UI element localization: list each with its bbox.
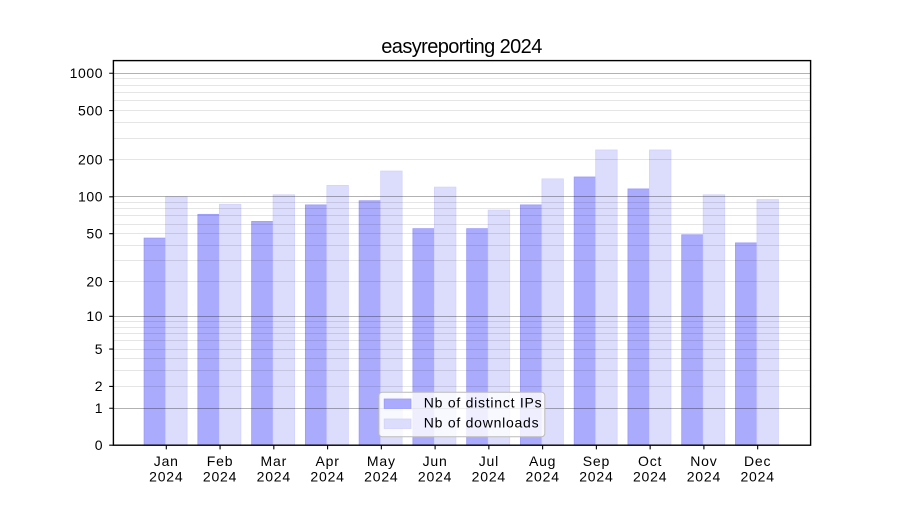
svg-text:200: 200: [78, 152, 103, 168]
svg-text:Feb: Feb: [207, 453, 234, 469]
svg-text:Jun: Jun: [423, 453, 448, 469]
svg-text:May: May: [367, 453, 396, 469]
svg-text:2024: 2024: [310, 469, 344, 485]
svg-text:2024: 2024: [418, 469, 452, 485]
svg-text:1000: 1000: [70, 65, 104, 81]
svg-text:5: 5: [95, 341, 103, 357]
svg-text:2024: 2024: [633, 469, 667, 485]
svg-text:Dec: Dec: [744, 453, 771, 469]
svg-text:10: 10: [86, 308, 103, 324]
svg-text:Nb of downloads: Nb of downloads: [424, 415, 540, 431]
svg-text:2024: 2024: [472, 469, 506, 485]
svg-text:20: 20: [86, 273, 103, 289]
svg-text:2024: 2024: [364, 469, 398, 485]
svg-text:Nov: Nov: [690, 453, 717, 469]
svg-text:Aug: Aug: [529, 453, 556, 469]
svg-text:50: 50: [86, 225, 103, 241]
svg-text:500: 500: [78, 102, 103, 118]
svg-text:2024: 2024: [257, 469, 291, 485]
svg-text:100: 100: [78, 189, 103, 205]
svg-text:1: 1: [95, 400, 103, 416]
svg-text:Sep: Sep: [583, 453, 610, 469]
svg-text:Jan: Jan: [154, 453, 179, 469]
svg-text:2024: 2024: [149, 469, 183, 485]
svg-text:2024: 2024: [525, 469, 559, 485]
svg-text:Jul: Jul: [479, 453, 499, 469]
svg-text:0: 0: [95, 437, 103, 453]
svg-text:2024: 2024: [687, 469, 721, 485]
svg-text:2024: 2024: [579, 469, 613, 485]
svg-text:2: 2: [95, 378, 103, 394]
svg-text:easyreporting 2024: easyreporting 2024: [381, 36, 542, 58]
svg-text:2024: 2024: [740, 469, 774, 485]
svg-text:Nb of distinct IPs: Nb of distinct IPs: [424, 395, 543, 411]
svg-text:Oct: Oct: [638, 453, 662, 469]
svg-text:2024: 2024: [203, 469, 237, 485]
svg-text:Apr: Apr: [315, 453, 339, 469]
svg-text:Mar: Mar: [261, 453, 288, 469]
